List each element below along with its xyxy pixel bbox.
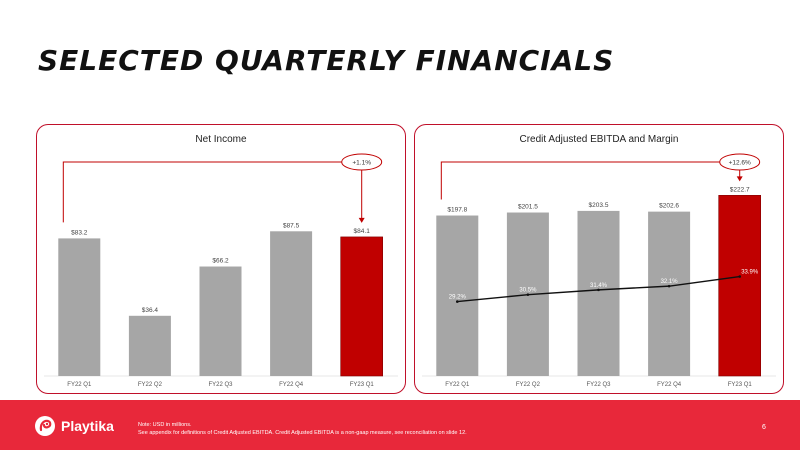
page-title: SELECTED QUARTERLY FINANCIALS (38, 44, 615, 77)
data-label-4: $222.7 (730, 186, 750, 193)
margin-point-2 (597, 288, 600, 292)
change-label: +1.1% (352, 159, 371, 166)
playtika-logo-icon (35, 416, 55, 436)
x-tick-label-0: FY22 Q1 (445, 382, 470, 388)
data-label-2: $203.5 (589, 202, 609, 209)
x-tick-label-3: FY22 Q4 (279, 382, 304, 388)
bar-2 (577, 210, 620, 376)
x-tick-label-0: FY22 Q1 (67, 382, 92, 388)
ebitda-chart: $197.8 FY22 Q1 $201.5 FY22 Q2 $203.5 FY22 Q3 $… (422, 153, 776, 388)
net-income-chart-title: Net Income (195, 134, 247, 145)
margin-point-0 (456, 300, 459, 303)
data-label-0: $197.8 (447, 207, 467, 214)
x-tick-label-4: FY23 Q1 (728, 382, 753, 388)
change-arrow-head (736, 176, 743, 182)
bar-4 (340, 236, 384, 377)
ebitda-chart-title: Credit Adjusted EBITDA and Margin (519, 134, 679, 145)
change-arrow-head (358, 217, 365, 223)
x-tick-label-1: FY22 Q2 (516, 382, 541, 388)
data-label-3: $202.6 (659, 203, 679, 210)
margin-label-0: 29.2% (449, 295, 467, 301)
footnote: Note: USD in millions. See appendix for … (138, 421, 467, 437)
data-label-3: $87.5 (283, 222, 300, 229)
margin-label-4: 33.9% (741, 270, 759, 276)
data-label-4: $84.1 (354, 228, 371, 235)
x-tick-label-4: FY23 Q1 (350, 382, 375, 388)
bar-4 (718, 195, 762, 377)
footer-bar (0, 400, 800, 450)
footnote-line-2: See appendix for definitions of Credit A… (138, 430, 467, 436)
bar-0 (436, 215, 479, 376)
margin-point-1 (526, 293, 530, 296)
margin-point-3 (667, 284, 671, 288)
bar-3 (648, 211, 691, 376)
page-number: 6 (762, 424, 766, 431)
data-label-1: $36.4 (142, 307, 159, 314)
bar-1 (128, 315, 171, 376)
bar-0 (58, 238, 101, 376)
margin-label-1: 30.5% (519, 288, 537, 294)
bar-3 (270, 231, 313, 376)
bar-2 (199, 266, 242, 376)
x-tick-label-3: FY22 Q4 (657, 382, 682, 388)
data-label-0: $83.2 (71, 229, 88, 236)
x-tick-label-2: FY22 Q3 (208, 382, 233, 388)
x-tick-label-2: FY22 Q3 (586, 382, 611, 388)
data-label-1: $201.5 (518, 204, 538, 211)
margin-point-4 (738, 275, 741, 278)
change-label: +12.6% (729, 159, 751, 166)
footnote-line-1: Note: USD in millions. (138, 422, 192, 428)
margin-label-2: 31.4% (590, 283, 608, 289)
net-income-chart: $83.2 FY22 Q1 $36.4 FY22 Q2 $66.2 FY22 Q3 $87.… (44, 153, 398, 388)
brand-name: Playtika (61, 418, 114, 434)
data-label-2: $66.2 (212, 258, 229, 265)
margin-label-3: 32.1% (661, 279, 679, 285)
x-tick-label-1: FY22 Q2 (138, 382, 163, 388)
brand-logo: Playtika (34, 415, 114, 437)
change-bracket (62, 161, 342, 223)
change-bracket (440, 161, 720, 200)
